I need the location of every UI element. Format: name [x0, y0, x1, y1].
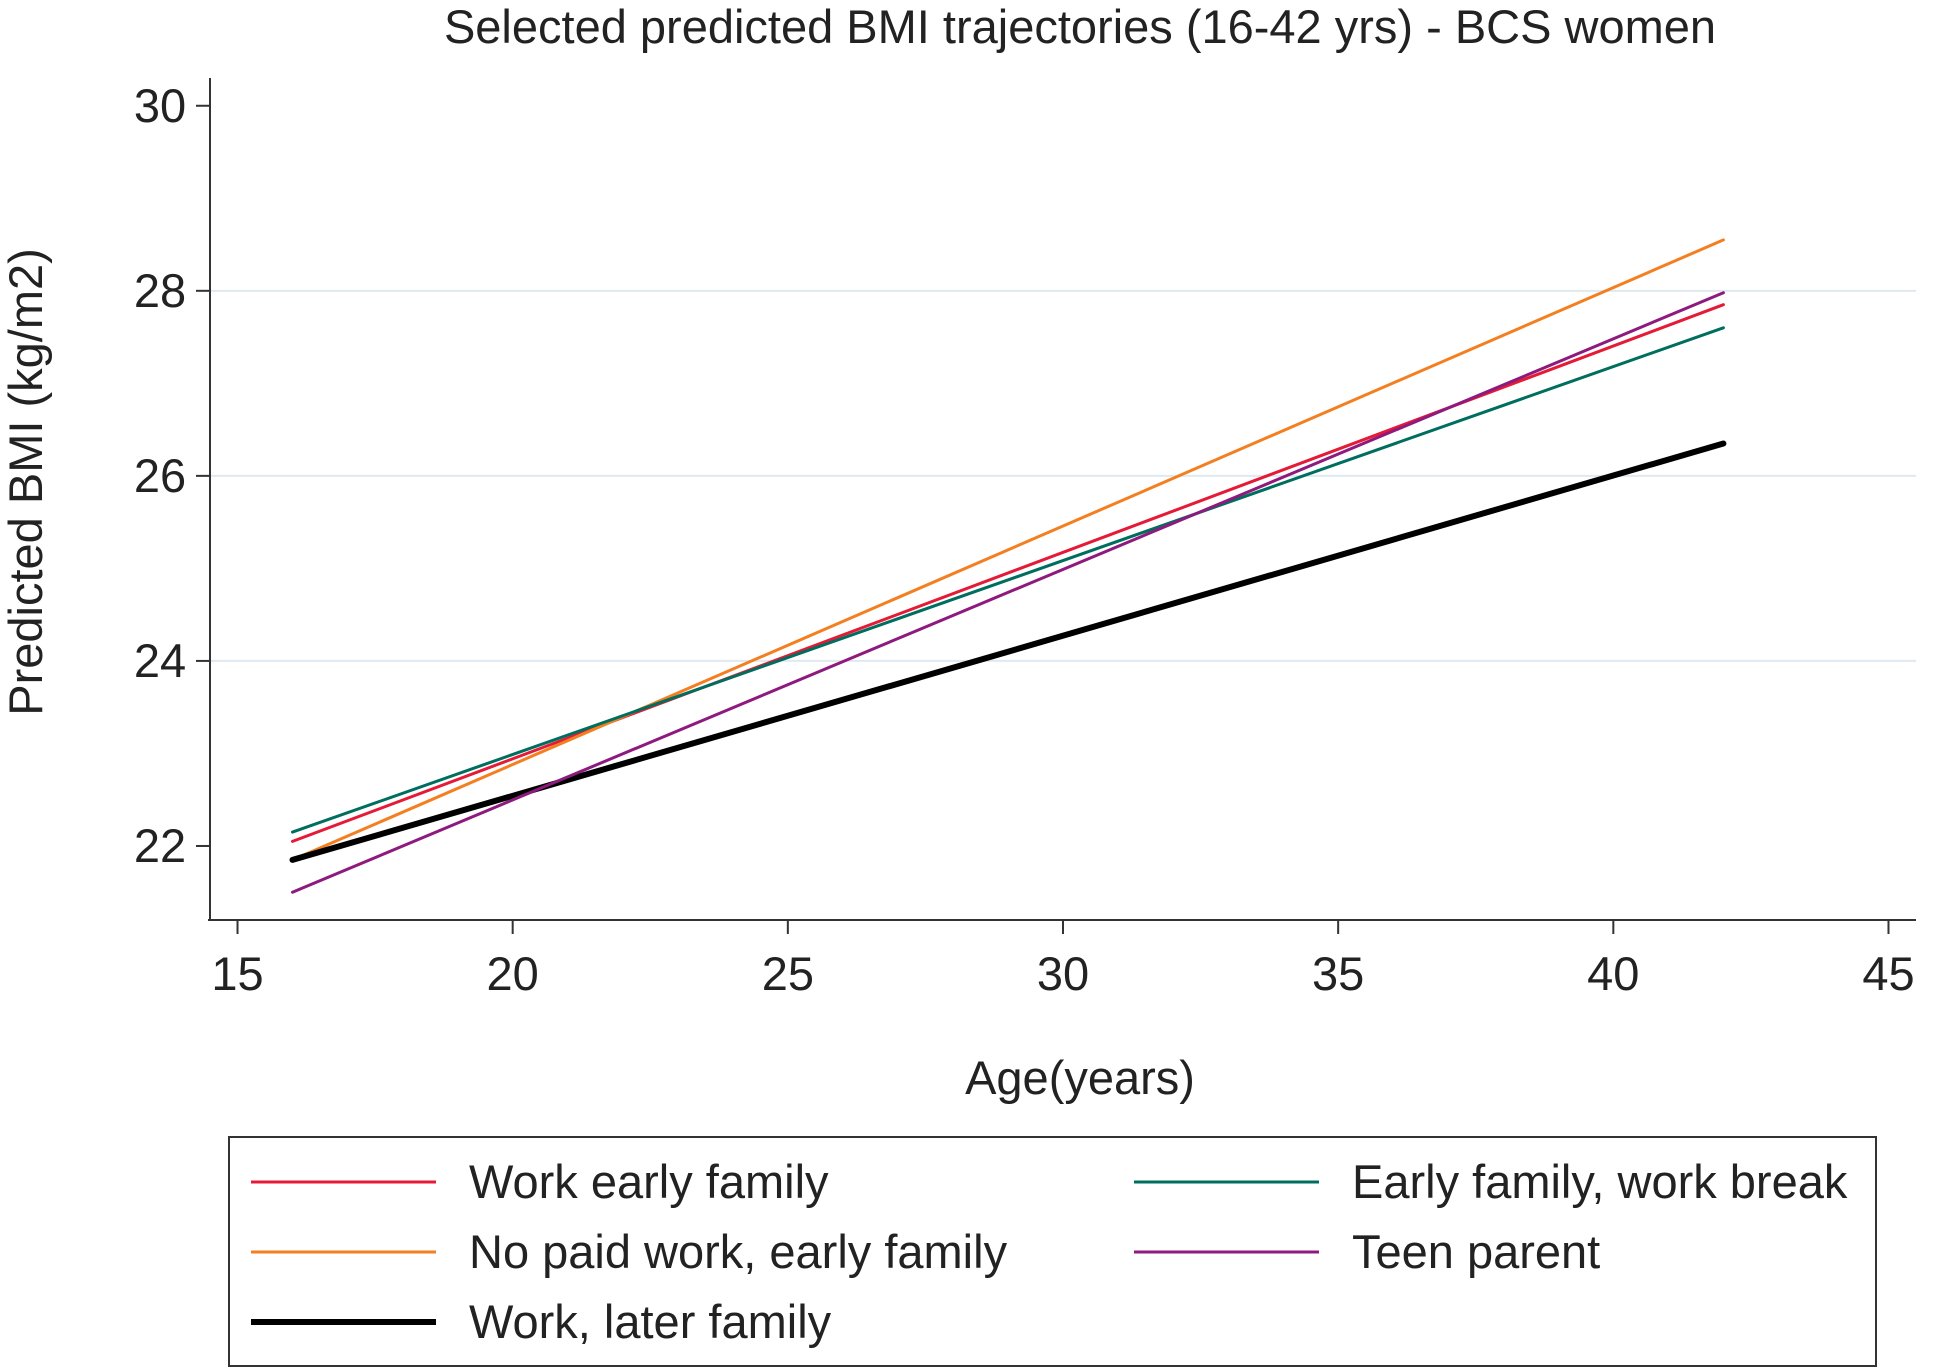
chart-title: Selected predicted BMI trajectories (16-… — [444, 0, 1716, 53]
x-tick-label: 30 — [1037, 947, 1089, 1000]
series-line — [289, 440, 1727, 863]
x-tick-label: 20 — [487, 947, 539, 1000]
y-tick-label: 22 — [134, 819, 186, 872]
legend-label: No paid work, early family — [469, 1225, 1008, 1278]
y-tick-label: 24 — [134, 634, 186, 687]
x-tick-label: 15 — [211, 947, 263, 1000]
legend-item: Work, later family — [251, 1295, 832, 1348]
series-line — [291, 291, 1725, 894]
series-line — [291, 238, 1725, 862]
legend-item: Teen parent — [1134, 1225, 1600, 1278]
x-tick-label: 40 — [1587, 947, 1639, 1000]
legend-label: Early family, work break — [1352, 1155, 1848, 1208]
y-tick-label: 30 — [134, 79, 186, 132]
legend-items: Work early family No paid work, early fam… — [251, 1155, 1848, 1348]
x-ticks: 15 20 25 30 35 40 45 — [211, 920, 1915, 1000]
x-axis-label: Age(years) — [965, 1051, 1195, 1104]
series-lines — [289, 238, 1727, 894]
legend-item: No paid work, early family — [251, 1225, 1008, 1278]
legend-label: Work early family — [469, 1155, 829, 1208]
y-tick-label: 28 — [134, 264, 186, 317]
gridlines — [211, 289, 1916, 662]
legend-label: Teen parent — [1352, 1225, 1600, 1278]
legend-box — [228, 1136, 1877, 1367]
legend: Work early family No paid work, early fam… — [228, 1136, 1877, 1367]
legend-item: Early family, work break — [1134, 1155, 1848, 1208]
legend-label: Work, later family — [469, 1295, 832, 1348]
series-line — [291, 326, 1725, 834]
x-tick-label: 25 — [762, 947, 814, 1000]
y-tick-label: 26 — [134, 449, 186, 502]
y-axis-label: Predicted BMI (kg/m2) — [0, 248, 52, 716]
x-tick-label: 35 — [1312, 947, 1364, 1000]
x-tick-label: 45 — [1862, 947, 1914, 1000]
y-ticks: 22 24 26 28 30 — [134, 79, 210, 872]
legend-item: Work early family — [251, 1155, 829, 1208]
